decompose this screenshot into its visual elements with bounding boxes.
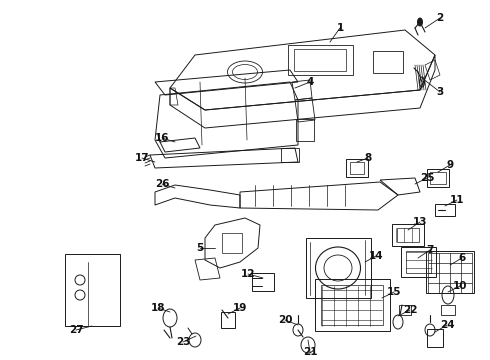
Bar [441, 305, 455, 315]
Text: 15: 15 [387, 287, 401, 297]
Bar [406, 251, 431, 273]
Bar [288, 45, 352, 75]
Bar [221, 312, 235, 328]
Bar [373, 51, 403, 73]
Text: 1: 1 [336, 23, 343, 33]
Bar [294, 49, 346, 71]
Bar [281, 148, 299, 162]
Text: 6: 6 [458, 253, 466, 263]
Text: 19: 19 [233, 303, 247, 313]
Text: 20: 20 [278, 315, 292, 325]
Text: 9: 9 [446, 160, 454, 170]
Text: 25: 25 [420, 173, 434, 183]
Bar [430, 172, 446, 184]
Text: 23: 23 [176, 337, 190, 347]
Text: 17: 17 [135, 153, 149, 163]
Bar [435, 204, 455, 216]
Ellipse shape [417, 18, 422, 26]
Text: 2: 2 [437, 13, 443, 23]
Text: 22: 22 [403, 305, 417, 315]
Text: 18: 18 [151, 303, 165, 313]
Bar [252, 273, 274, 291]
Text: 4: 4 [306, 77, 314, 87]
Bar [392, 224, 424, 246]
Bar [427, 329, 443, 347]
Bar [427, 169, 449, 187]
Text: 12: 12 [241, 269, 255, 279]
Text: 5: 5 [196, 243, 204, 253]
Text: 26: 26 [155, 179, 169, 189]
Bar [65, 254, 120, 326]
Bar [346, 159, 368, 177]
Text: 13: 13 [413, 217, 427, 227]
Text: 7: 7 [426, 245, 434, 255]
Text: 8: 8 [365, 153, 371, 163]
Text: 21: 21 [303, 347, 317, 357]
Bar [399, 305, 411, 315]
Text: 14: 14 [368, 251, 383, 261]
Text: 11: 11 [450, 195, 464, 205]
Text: 27: 27 [69, 325, 83, 335]
Bar [315, 279, 390, 331]
Text: 24: 24 [440, 320, 454, 330]
Bar [305, 238, 370, 298]
Bar [400, 247, 436, 277]
Text: 16: 16 [155, 133, 169, 143]
Bar [350, 162, 364, 174]
Bar [296, 119, 314, 141]
Bar [397, 228, 419, 242]
Text: 10: 10 [453, 281, 467, 291]
Bar [321, 285, 383, 325]
Bar [222, 233, 242, 253]
Bar [426, 251, 474, 293]
Text: 3: 3 [437, 87, 443, 97]
